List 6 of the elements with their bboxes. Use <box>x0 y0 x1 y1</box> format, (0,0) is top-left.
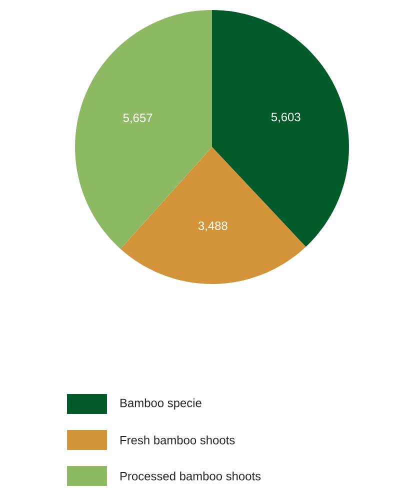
data-label: 5,603 <box>271 112 300 123</box>
data-label: 5,657 <box>123 114 152 124</box>
legend-label: Bamboo specie <box>120 398 202 410</box>
legend-label: Processed bamboo shoots <box>120 472 261 480</box>
data-label: 3,488 <box>198 222 228 232</box>
legend-label: Fresh bamboo shoots <box>120 436 235 444</box>
